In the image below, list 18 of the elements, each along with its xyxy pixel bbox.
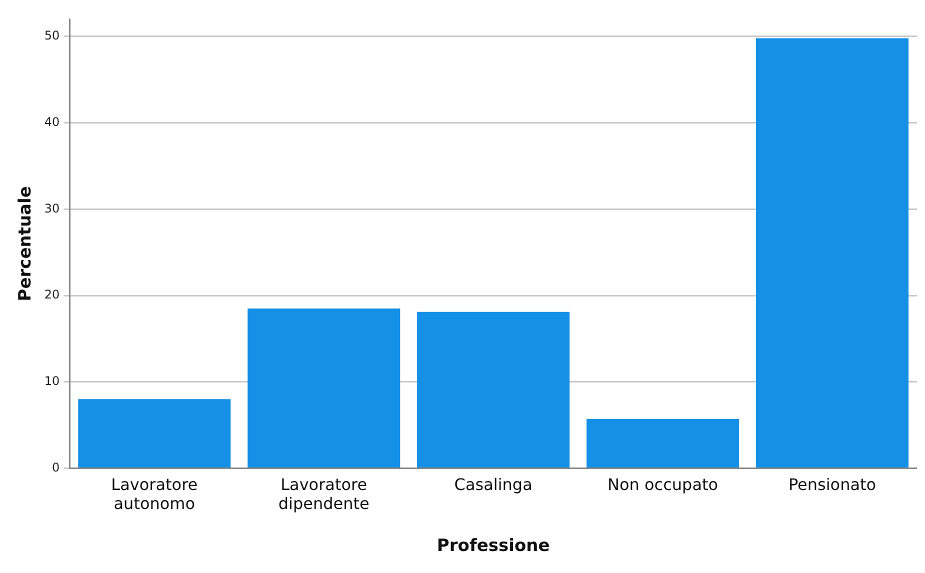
x-tick-label: Non occupato [608, 474, 718, 494]
x-axis-title: Professione [436, 536, 550, 556]
x-tick-label: Pensionato [788, 474, 876, 494]
y-axis-title: Percentuale [16, 186, 36, 302]
bar [417, 312, 570, 468]
y-tick-label: 20 [44, 288, 60, 302]
y-tick-label: 30 [44, 201, 60, 216]
y-tick-label: 40 [44, 114, 60, 129]
bar [586, 418, 740, 468]
y-tick-label: 50 [44, 28, 60, 43]
bar [756, 38, 909, 468]
bar [78, 399, 231, 468]
x-tick-label: Lavoratore autonomo [111, 474, 198, 514]
x-tick-label: Lavoratore dipendente [278, 474, 370, 514]
bar [248, 308, 400, 468]
y-tick-label: 0 [52, 460, 60, 474]
x-tick-label: Casalinga [454, 474, 532, 494]
y-tick-label: 10 [44, 374, 60, 388]
